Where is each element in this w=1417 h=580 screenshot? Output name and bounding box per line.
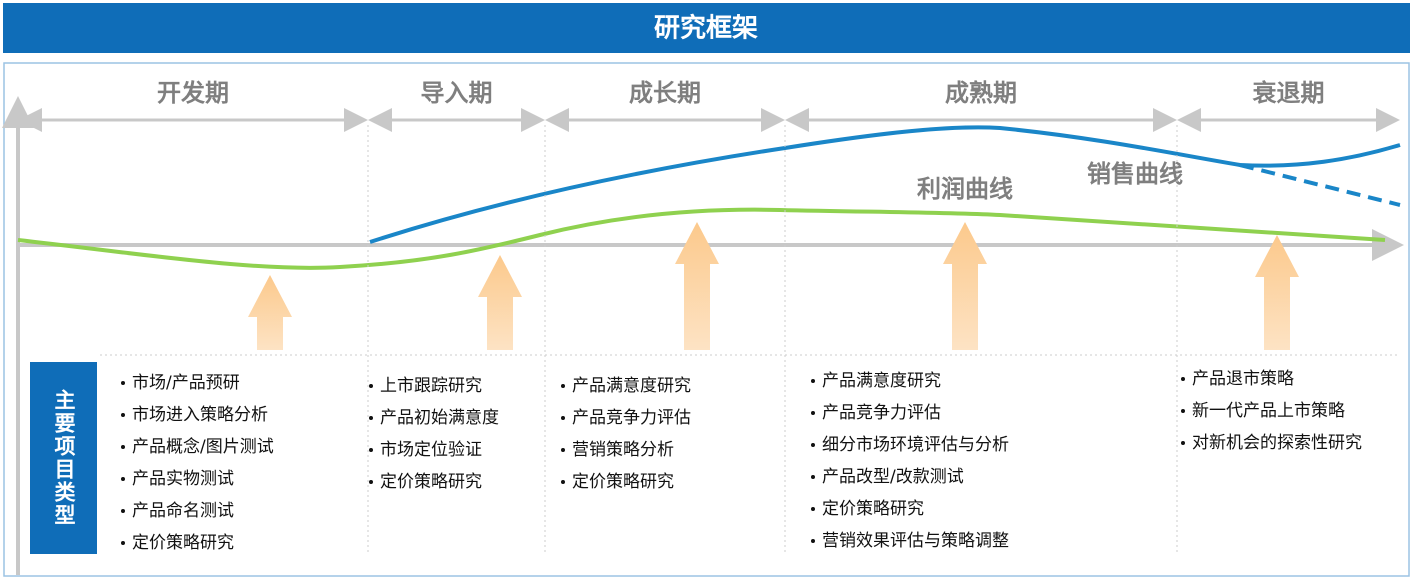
sales-label: 销售曲线 [1087, 160, 1183, 188]
bullet [121, 381, 125, 385]
side-label-box [30, 362, 97, 554]
item: 定价策略研究 [822, 499, 924, 519]
bullet [121, 541, 125, 545]
bullet [369, 384, 373, 388]
item: 市场/产品预研 [132, 373, 240, 393]
bullet [811, 507, 815, 511]
sales-forecast [1239, 163, 1401, 207]
stage-arrow [248, 275, 292, 350]
stage-label: 衰退期 [1252, 79, 1325, 107]
item: 上市跟踪研究 [380, 376, 482, 396]
profit-curve [17, 207, 1386, 270]
item: 产品实物测试 [132, 469, 234, 489]
bullet [1181, 377, 1185, 381]
bullet [1181, 409, 1185, 413]
bullet [811, 475, 815, 479]
item: 产品满意度研究 [572, 376, 691, 396]
bullet [811, 539, 815, 543]
bullet [561, 384, 565, 388]
item: 市场定位验证 [380, 440, 482, 460]
bullet [811, 379, 815, 383]
item: 产品竞争力评估 [572, 408, 691, 428]
title-bar [3, 3, 1410, 53]
stage-label: 成长期 [629, 79, 701, 107]
bullet [121, 445, 125, 449]
stage-arrow [675, 222, 719, 350]
bullet [121, 477, 125, 481]
item: 营销策略分析 [572, 440, 674, 460]
item: 产品满意度研究 [822, 371, 941, 391]
item: 定价策略研究 [572, 472, 674, 492]
bullet [811, 411, 815, 415]
bullet [561, 416, 565, 420]
item: 产品初始满意度 [380, 408, 499, 428]
stage-arrow [478, 255, 522, 350]
item: 定价策略研究 [132, 533, 234, 553]
item: 营销效果评估与策略调整 [822, 531, 1009, 551]
stage-label: 导入期 [421, 79, 493, 107]
bullet [369, 416, 373, 420]
sales-curve [369, 125, 1401, 244]
item: 新一代产品上市策略 [1192, 401, 1345, 421]
item: 细分市场环境评估与分析 [822, 435, 1009, 455]
bullet [369, 448, 373, 452]
frame [3, 62, 1410, 577]
item: 产品概念/图片测试 [132, 436, 274, 457]
item: 产品退市策略 [1192, 369, 1294, 389]
item: 对新机会的探索性研究 [1192, 433, 1362, 453]
stage-arrow [943, 222, 987, 350]
item: 产品命名测试 [132, 501, 234, 521]
bullet [561, 448, 565, 452]
item: 定价策略研究 [380, 472, 482, 492]
item: 市场进入策略分析 [132, 405, 268, 425]
bullet [121, 413, 125, 417]
bullet [369, 480, 373, 484]
title: 研究框架 [654, 13, 758, 44]
bullet [811, 443, 815, 447]
profit-label: 利润曲线 [917, 175, 1013, 203]
bullet [1181, 441, 1185, 445]
bullet [121, 509, 125, 513]
stage-arrow [1255, 235, 1299, 350]
bullet [561, 480, 565, 484]
item: 产品竞争力评估 [822, 403, 941, 423]
stage-label: 成熟期 [945, 79, 1017, 107]
side-label: 主要项目类型 [52, 389, 76, 527]
stage-label: 开发期 [157, 79, 229, 107]
item: 产品改型/改款测试 [822, 467, 964, 487]
